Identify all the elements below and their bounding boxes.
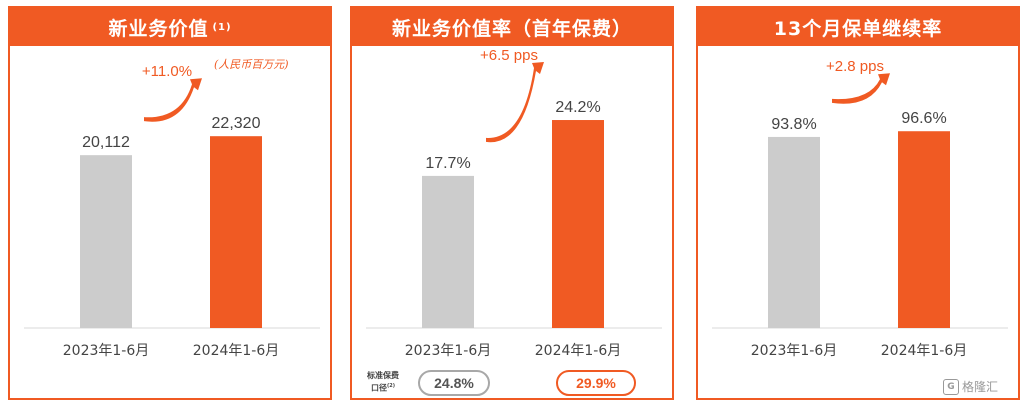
data-label: 24.2%: [555, 99, 600, 116]
data-label: 96.6%: [901, 110, 946, 127]
chart-13-month-persistency: 93.8% 2023年1-6月 96.6% 2024年1-6月 +2.8 pps: [712, 58, 1008, 359]
panel-header: 新业务价值率（首年保费）: [352, 8, 672, 46]
bar-2024: [210, 136, 262, 328]
data-label: 20,112: [82, 134, 130, 151]
bar-2023: [80, 155, 132, 328]
panel-header: 新业务价值 (1): [10, 8, 330, 46]
growth-arrow-icon: [144, 78, 202, 122]
category-label: 2024年1-6月: [535, 343, 622, 359]
category-label: 2023年1-6月: [63, 343, 150, 359]
watermark: G 格隆汇: [943, 378, 998, 395]
panel-title-note: (1): [212, 21, 232, 33]
basis-label-note: (2): [386, 383, 396, 389]
bar-2023: [768, 136, 820, 328]
basis-label: 标准保费 口径(2): [364, 370, 402, 394]
panel-13-month-persistency: 13个月保单继续率 93.8% 2023年1-6月 96.6% 2024年1-6月 +2…: [696, 6, 1020, 400]
panel-title: 13个月保单继续率: [773, 17, 943, 40]
category-label: 2024年1-6月: [881, 343, 968, 359]
panel-header: 13个月保单继续率: [698, 8, 1018, 46]
unit-note: (人民币百万元): [214, 58, 289, 71]
chart-new-business-value: 20,112 2023年1-6月 22,320 2024年1-6月 +11.0%: [24, 63, 320, 359]
watermark-logo-icon: G: [943, 378, 959, 395]
data-label: 22,320: [212, 115, 261, 132]
chart-nbv-margin: 17.7% 2023年1-6月 24.2% 2024年1-6月 +6.5 pps: [366, 47, 662, 359]
category-label: 2023年1-6月: [405, 343, 492, 359]
bar-2023: [422, 175, 474, 328]
panel-new-business-value: 新业务价值 (1) (人民币百万元) 20,112 2023年1-6月 22,320…: [8, 6, 332, 400]
change-label: +6.5 pps: [480, 47, 538, 64]
data-label: 93.8%: [771, 116, 816, 133]
growth-arrow-icon: [832, 73, 890, 104]
basis-value-2023: 24.8%: [418, 370, 490, 396]
watermark-text: 格隆汇: [962, 380, 999, 394]
panel-nbv-margin: 新业务价值率（首年保费） 17.7% 2023年1-6月 24.2% 2024年1-6…: [350, 6, 674, 400]
panel-title: 新业务价值率（首年保费）: [391, 17, 632, 40]
basis-label-line1: 标准保费: [367, 371, 399, 380]
growth-arrow-icon: [486, 62, 544, 143]
category-label: 2024年1-6月: [193, 343, 280, 359]
basis-label-line2: 口径: [370, 383, 387, 393]
change-label: +2.8 pps: [826, 58, 884, 75]
bar-2024: [552, 120, 604, 328]
bar-2024: [898, 131, 950, 328]
data-label: 17.7%: [425, 155, 470, 172]
change-label: +11.0%: [142, 63, 192, 80]
basis-value-2024: 29.9%: [556, 370, 636, 396]
category-label: 2023年1-6月: [751, 343, 838, 359]
panel-title: 新业务价值: [108, 17, 209, 40]
